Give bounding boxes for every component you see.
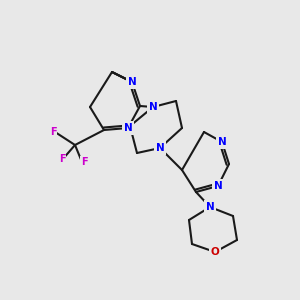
- Text: N: N: [218, 137, 226, 147]
- Text: O: O: [211, 247, 219, 257]
- Text: F: F: [59, 154, 65, 164]
- Text: N: N: [148, 102, 158, 112]
- Text: N: N: [156, 143, 164, 153]
- Text: N: N: [124, 123, 132, 133]
- Text: N: N: [214, 181, 222, 191]
- Text: N: N: [128, 77, 136, 87]
- Text: F: F: [50, 127, 56, 137]
- Text: F: F: [81, 157, 87, 167]
- Text: N: N: [206, 202, 214, 212]
